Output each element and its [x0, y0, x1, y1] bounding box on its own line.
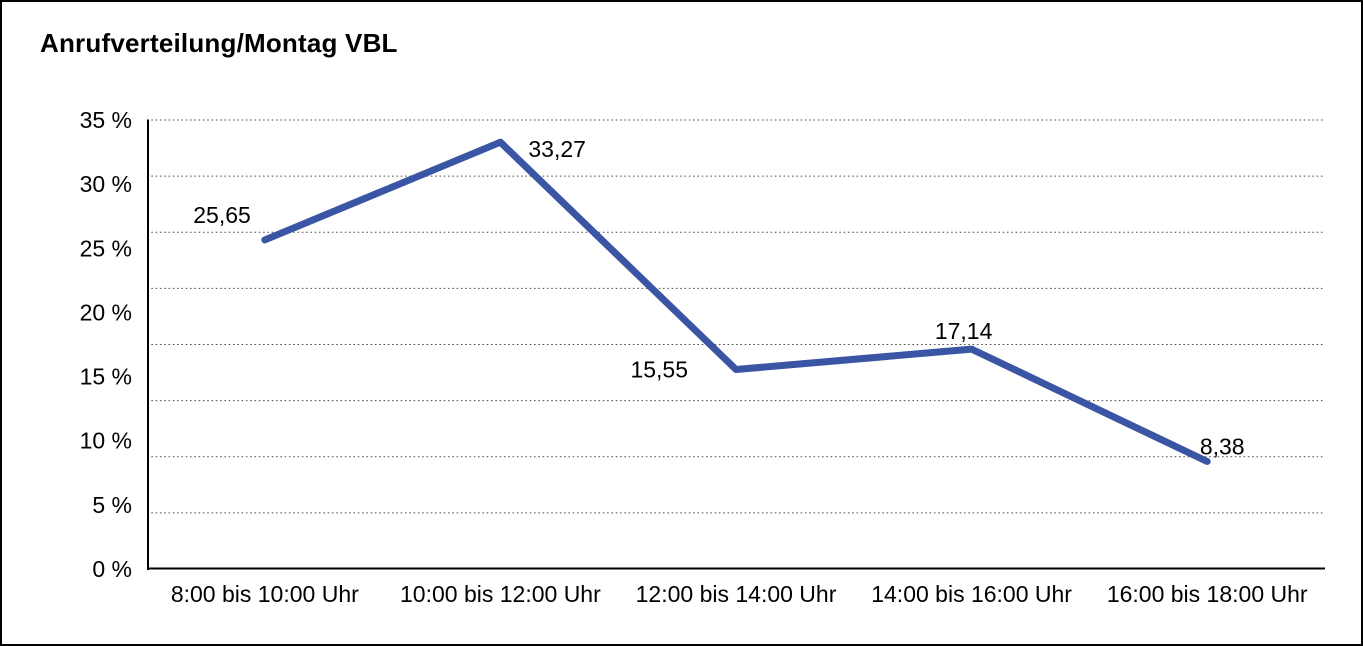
y-tick-label: 0 % [92, 556, 132, 582]
x-category-label: 8:00 bis 10:00 Uhr [171, 581, 359, 607]
x-category-label: 10:00 bis 12:00 Uhr [400, 581, 601, 607]
data-point-label: 8,38 [1200, 433, 1245, 459]
data-point-label: 25,65 [193, 202, 251, 228]
x-category-label: 12:00 bis 14:00 Uhr [636, 581, 837, 607]
data-line [261, 138, 1211, 465]
y-tick-label: 5 % [92, 492, 132, 518]
data-point-label: 17,14 [935, 318, 993, 344]
y-tick-label: 15 % [80, 364, 132, 390]
data-point-label: 33,27 [528, 136, 586, 162]
y-tick-label: 35 % [80, 107, 132, 133]
y-tick-label: 25 % [80, 235, 132, 261]
y-tick-label: 30 % [80, 171, 132, 197]
x-category-label: 16:00 bis 18:00 Uhr [1107, 581, 1308, 607]
x-category-label: 14:00 bis 16:00 Uhr [871, 581, 1072, 607]
y-tick-label: 10 % [80, 428, 132, 454]
chart-title: Anrufverteilung/Montag VBL [40, 28, 398, 58]
data-point-label: 15,55 [630, 357, 688, 383]
y-tick-label: 20 % [80, 299, 132, 325]
